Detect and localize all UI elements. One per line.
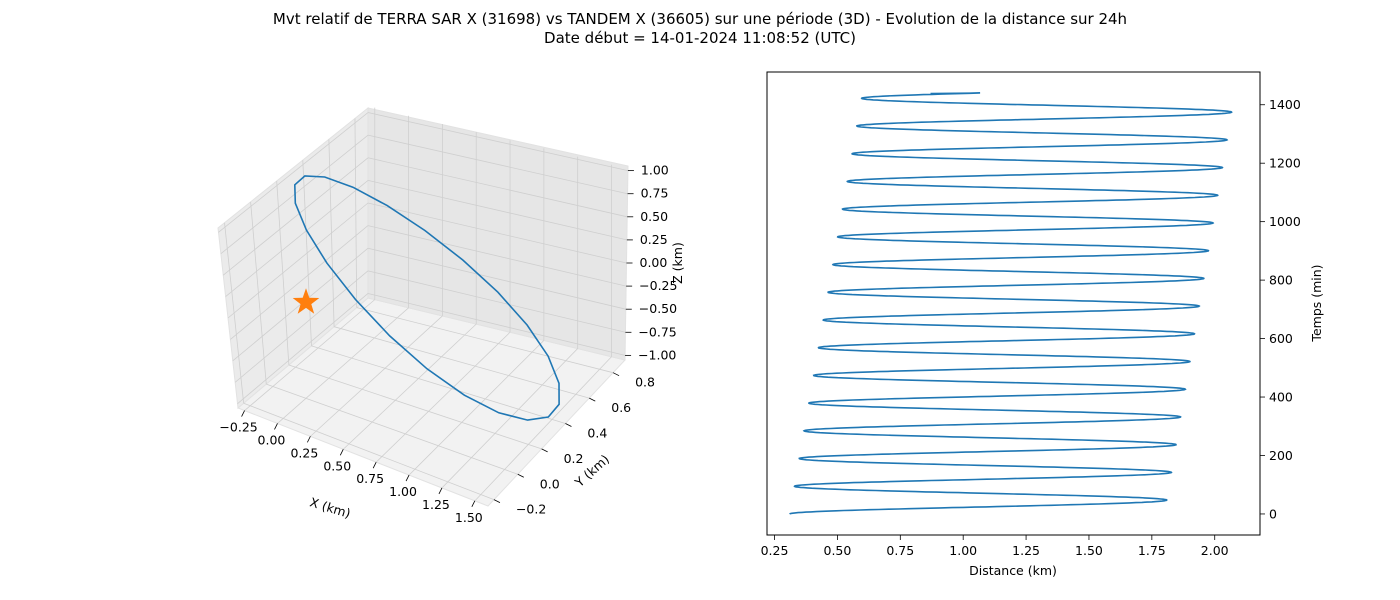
y-tick xyxy=(612,372,620,377)
grid-line-z-left xyxy=(222,157,369,276)
x-tick-label-3d: 0.00 xyxy=(258,432,286,447)
y-tick-label: 0 xyxy=(1269,506,1277,521)
chart-distance-time: 0.25 0.50 0.75 1.00 1.25 1.50 1.75 2.00 0 200 400 6… xyxy=(761,71,1324,578)
grid-line-z-left xyxy=(227,202,369,319)
x-tick xyxy=(307,436,311,443)
y-tick-label-3d: 0.0 xyxy=(540,476,560,491)
x-tick-label-3d: 1.25 xyxy=(422,497,450,512)
x-tick-label: 2.00 xyxy=(1201,543,1229,558)
grid-line-z-left xyxy=(237,293,369,405)
x-tick xyxy=(405,474,410,482)
grid-line-z-back xyxy=(367,247,626,310)
x-tick-label: 0.75 xyxy=(886,543,914,558)
x-tick-label-3d: −0.25 xyxy=(219,420,257,435)
y-tick-label: 200 xyxy=(1269,448,1293,463)
y-tick-label: 1200 xyxy=(1269,156,1301,171)
grid-line-z-back xyxy=(367,225,627,287)
y-tick-label-3d: 0.8 xyxy=(635,375,655,390)
x-tick xyxy=(438,487,443,495)
ticks-2d: 0.25 0.50 0.75 1.00 1.25 1.50 1.75 2.00 0 200 400 6… xyxy=(761,97,1301,558)
x-tick-label-3d: 0.75 xyxy=(356,471,384,486)
grid-3d xyxy=(218,107,629,502)
star-marker xyxy=(292,288,320,314)
y-tick-label: 1000 xyxy=(1269,214,1301,229)
x-tick xyxy=(471,500,476,508)
y-tick xyxy=(541,448,548,453)
x-tick-label: 0.50 xyxy=(824,543,852,558)
grid-line-z-left xyxy=(234,270,369,383)
grid-line-x xyxy=(277,307,409,424)
grid-line-z-back xyxy=(367,270,626,333)
grid-line-y xyxy=(243,402,495,501)
grid-line-x xyxy=(342,323,477,450)
chart-subtitle: Date début = 14-01-2024 11:08:52 (UTC) xyxy=(544,29,856,47)
x-axis-label-3d: X (km) xyxy=(308,494,352,521)
grid-line-z-left xyxy=(230,225,369,340)
grid-line-z-back xyxy=(367,202,627,264)
x-tick-label-3d: 1.50 xyxy=(455,510,483,525)
grid-line-z-back xyxy=(367,293,626,356)
x-tick-label-3d: 1.00 xyxy=(389,484,417,499)
y-tick-label-3d: 0.4 xyxy=(587,425,607,440)
y-tick-label-3d: −0.2 xyxy=(516,502,546,517)
y-axis-label: Temps (min) xyxy=(1309,264,1324,342)
grid-line-x xyxy=(474,356,612,502)
grid-line-z-left xyxy=(218,112,369,233)
grid-line-z-back xyxy=(367,134,628,195)
y-tick xyxy=(565,423,572,427)
grid-line-z-back xyxy=(367,157,628,218)
distance-line xyxy=(789,92,1233,515)
grid-line-x xyxy=(310,315,443,437)
y-tick xyxy=(493,499,501,504)
grid-line-z-back xyxy=(367,179,627,241)
x-tick xyxy=(274,423,278,430)
grid-line-x xyxy=(408,340,545,476)
z-tick-label-3d: 0.50 xyxy=(640,209,668,224)
z-tick-label-3d: 1.00 xyxy=(641,163,669,178)
z-tick-label-3d: 0.00 xyxy=(640,255,668,270)
z-tick-label-3d: 0.25 xyxy=(640,232,668,247)
grid-line-y xyxy=(311,345,566,424)
x-tick-label: 1.50 xyxy=(1075,543,1103,558)
x-tick xyxy=(372,461,377,469)
x-tick xyxy=(241,410,245,417)
x-tick-label-3d: 0.50 xyxy=(323,458,351,473)
y-tick-label: 1400 xyxy=(1269,97,1301,112)
grid-line-z-back xyxy=(367,112,629,172)
x-tick-label: 0.25 xyxy=(761,543,789,558)
grid-line-y xyxy=(288,364,542,450)
z-axis-label-3d: Z (km) xyxy=(670,242,685,284)
pane-wall-back xyxy=(367,107,629,361)
x-tick-label: 1.75 xyxy=(1138,543,1166,558)
grid-line-y xyxy=(266,383,518,475)
z-tick-label-3d: −0.25 xyxy=(639,278,677,293)
x-tick-label-3d: 0.25 xyxy=(290,445,318,460)
y-tick xyxy=(517,473,524,478)
y-tick-label-3d: 0.6 xyxy=(611,400,631,415)
grid-line-z-left xyxy=(232,247,369,362)
y-tick-label-3d: 0.2 xyxy=(564,451,584,466)
y-tick-label: 600 xyxy=(1269,331,1293,346)
grid-line-z-left xyxy=(225,180,369,297)
orbit-line xyxy=(293,175,560,421)
x-tick-label: 1.00 xyxy=(949,543,977,558)
z-tick-label-3d: −1.00 xyxy=(638,347,676,362)
chart-3d-orbit: −0.250.000.250.500.751.001.251.50−0.20.0… xyxy=(217,106,685,525)
z-tick-label-3d: −0.50 xyxy=(639,301,677,316)
x-tick xyxy=(339,449,344,456)
grid-line-y xyxy=(356,307,614,374)
grid-line-x xyxy=(375,331,511,463)
ticks-3d: −0.250.000.250.500.751.001.251.50−0.20.0… xyxy=(219,163,677,525)
x-tick-label: 1.25 xyxy=(1012,543,1040,558)
y-tick-label: 400 xyxy=(1269,390,1293,405)
z-tick-label-3d: 0.75 xyxy=(641,186,669,201)
y-tick-label: 800 xyxy=(1269,273,1293,288)
chart-title: Mvt relatif de TERRA SAR X (31698) vs TA… xyxy=(272,10,1128,28)
x-axis-label: Distance (km) xyxy=(969,563,1057,578)
y-tick xyxy=(589,397,596,402)
z-tick-label-3d: −0.75 xyxy=(638,324,676,339)
grid-line-y xyxy=(333,326,590,399)
grid-line-x xyxy=(244,299,376,411)
